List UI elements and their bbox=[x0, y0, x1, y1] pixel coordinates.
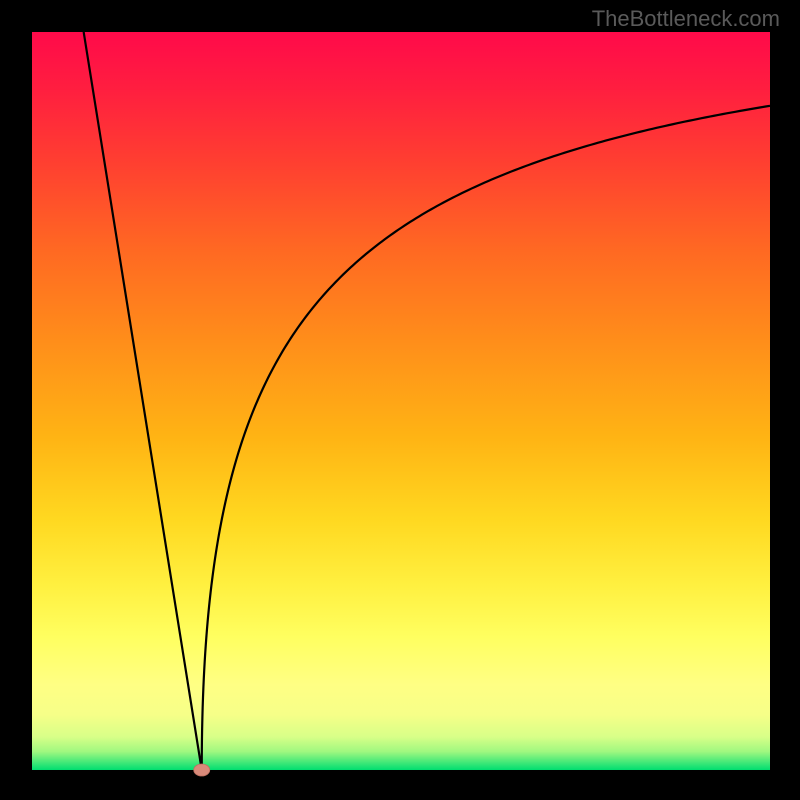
chart-container: TheBottleneck.com bbox=[0, 0, 800, 800]
watermark-text: TheBottleneck.com bbox=[592, 6, 780, 32]
chart-svg bbox=[0, 0, 800, 800]
optimum-marker bbox=[194, 764, 210, 776]
